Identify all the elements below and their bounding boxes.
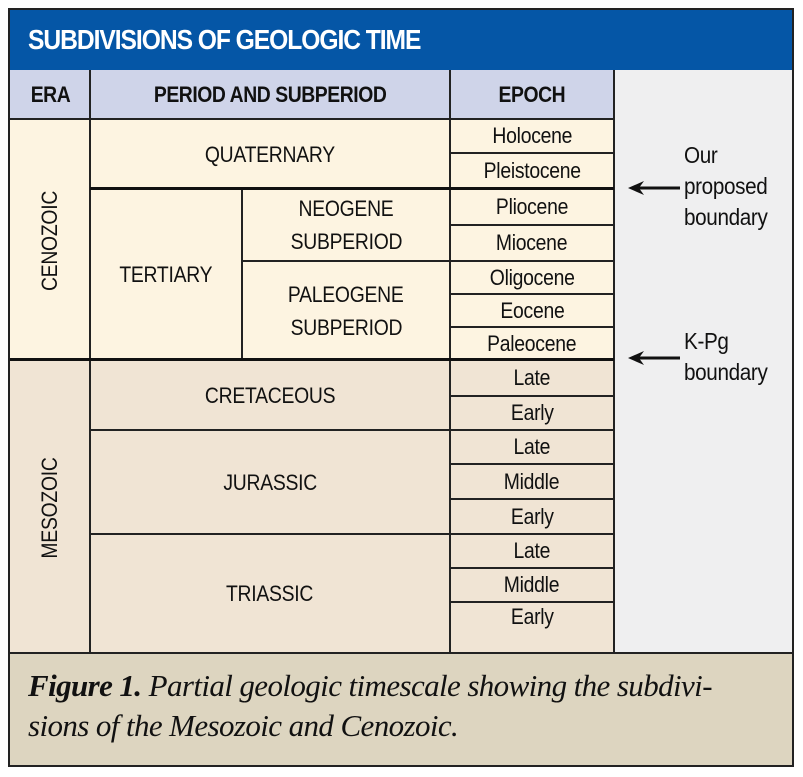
subperiod-neogene-line2: SUBPERIOD <box>290 229 402 254</box>
left-arrow-icon <box>628 181 680 195</box>
epoch-label: Pliocene <box>495 194 569 219</box>
caption-line-2: sions of the Mesozoic and Cenozoic. <box>28 708 459 743</box>
header-period: PERIOD AND SUBPERIOD <box>90 70 450 119</box>
divider <box>450 567 614 569</box>
epoch-oligocene: Oligocene <box>450 261 614 294</box>
caption-label: Figure 1. <box>28 668 142 703</box>
figure-title: SUBDIVISIONS OF GEOLOGIC TIME <box>28 24 421 55</box>
epoch-label: Miocene <box>496 230 568 255</box>
epoch-label: Late <box>513 434 551 459</box>
epoch-label: Early <box>510 503 554 529</box>
kpg-boundary-line <box>10 358 614 361</box>
annotation-kpg-boundary: K-Pg boundary <box>684 326 794 388</box>
period-quaternary: QUATERNARY <box>90 119 450 189</box>
epoch-label: Paleocene <box>487 330 577 356</box>
divider <box>613 70 615 652</box>
period-tertiary: TERTIARY <box>90 189 242 360</box>
subperiod-paleogene: PALEOGENE SUBPERIOD <box>242 261 450 360</box>
era-mesozoic-label: MESOZOIC <box>37 457 62 559</box>
annotation-line: Our <box>684 142 718 168</box>
header-era-label: ERA <box>30 81 70 107</box>
epoch-label: Late <box>513 365 551 390</box>
divider <box>450 152 614 154</box>
cenozoic-block <box>10 119 614 360</box>
epoch-holocene: Holocene <box>450 119 614 153</box>
epoch-label: Middle <box>504 572 560 597</box>
divider <box>450 498 614 500</box>
epoch-label: Middle <box>504 468 560 494</box>
header-period-label: PERIOD AND SUBPERIOD <box>153 81 387 107</box>
figure-title-bar: SUBDIVISIONS OF GEOLOGIC TIME <box>10 10 792 70</box>
epoch-cretaceous-early: Early <box>450 396 614 430</box>
epoch-eocene: Eocene <box>450 294 614 327</box>
period-quaternary-label: QUATERNARY <box>204 141 336 167</box>
divider <box>450 395 614 397</box>
annotation-proposed-boundary: Our proposed boundary <box>684 140 794 233</box>
annotation-line: boundary <box>684 204 768 230</box>
epoch-label: Eocene <box>499 297 565 323</box>
divider <box>90 533 614 535</box>
epoch-label: Late <box>513 538 551 563</box>
period-jurassic: JURASSIC <box>90 430 450 534</box>
caption-text-1: Partial geologic timescale showing the s… <box>141 668 713 703</box>
epoch-triassic-middle: Middle <box>450 568 614 602</box>
figure-caption: Figure 1. Partial geologic timescale sho… <box>10 652 792 765</box>
geologic-time-figure: SUBDIVISIONS OF GEOLOGIC TIME ERA PERIOD… <box>8 8 794 767</box>
subperiod-neogene-line1: NEOGENE <box>298 196 394 221</box>
period-tertiary-label: TERTIARY <box>119 262 213 287</box>
period-triassic-label: TRIASSIC <box>226 580 314 606</box>
header-era: ERA <box>10 70 90 119</box>
left-arrow-icon <box>628 351 680 365</box>
subperiod-neogene: NEOGENE SUBPERIOD <box>242 189 450 261</box>
divider <box>89 70 91 652</box>
caption-line-1: Figure 1. Partial geologic timescale sho… <box>28 666 792 706</box>
mesozoic-block <box>10 360 614 652</box>
epoch-jurassic-early: Early <box>450 499 614 534</box>
annotation-line: boundary <box>684 359 768 385</box>
period-cretaceous-label: CRETACEOUS <box>204 382 336 408</box>
epoch-miocene: Miocene <box>450 225 614 261</box>
divider <box>90 429 614 431</box>
header-epoch: EPOCH <box>450 70 614 119</box>
annotation-line: proposed <box>684 173 768 199</box>
divider <box>450 326 614 328</box>
period-jurassic-label: JURASSIC <box>223 469 317 495</box>
epoch-paleocene: Paleocene <box>450 327 614 360</box>
subperiod-paleogene-line1: PALEOGENE <box>288 281 404 307</box>
epoch-label: Early <box>510 400 554 425</box>
divider <box>450 463 614 465</box>
divider <box>450 601 614 603</box>
subperiod-paleogene-line2: SUBPERIOD <box>290 314 402 340</box>
divider <box>10 118 614 120</box>
period-triassic: TRIASSIC <box>90 534 450 652</box>
epoch-triassic-late: Late <box>450 534 614 568</box>
epoch-jurassic-late: Late <box>450 430 614 464</box>
divider <box>241 189 243 360</box>
divider <box>450 224 614 226</box>
period-cretaceous: CRETACEOUS <box>90 360 450 430</box>
epoch-label: Oligocene <box>489 264 575 290</box>
divider <box>449 70 451 652</box>
annotation-line: K-Pg <box>684 328 729 354</box>
quaternary-tertiary-boundary-line <box>90 187 614 190</box>
header-epoch-label: EPOCH <box>498 81 566 107</box>
epoch-triassic-early: Early <box>450 602 614 652</box>
divider <box>242 260 614 262</box>
epoch-jurassic-middle: Middle <box>450 464 614 499</box>
epoch-label: Holocene <box>492 123 572 148</box>
era-cenozoic-label: CENOZOIC <box>37 190 62 292</box>
epoch-label: Pleistocene <box>483 158 581 183</box>
divider <box>450 293 614 295</box>
epoch-pliocene: Pliocene <box>450 189 614 225</box>
epoch-label: Early <box>510 604 554 629</box>
epoch-cretaceous-late: Late <box>450 360 614 396</box>
epoch-pleistocene: Pleistocene <box>450 153 614 189</box>
